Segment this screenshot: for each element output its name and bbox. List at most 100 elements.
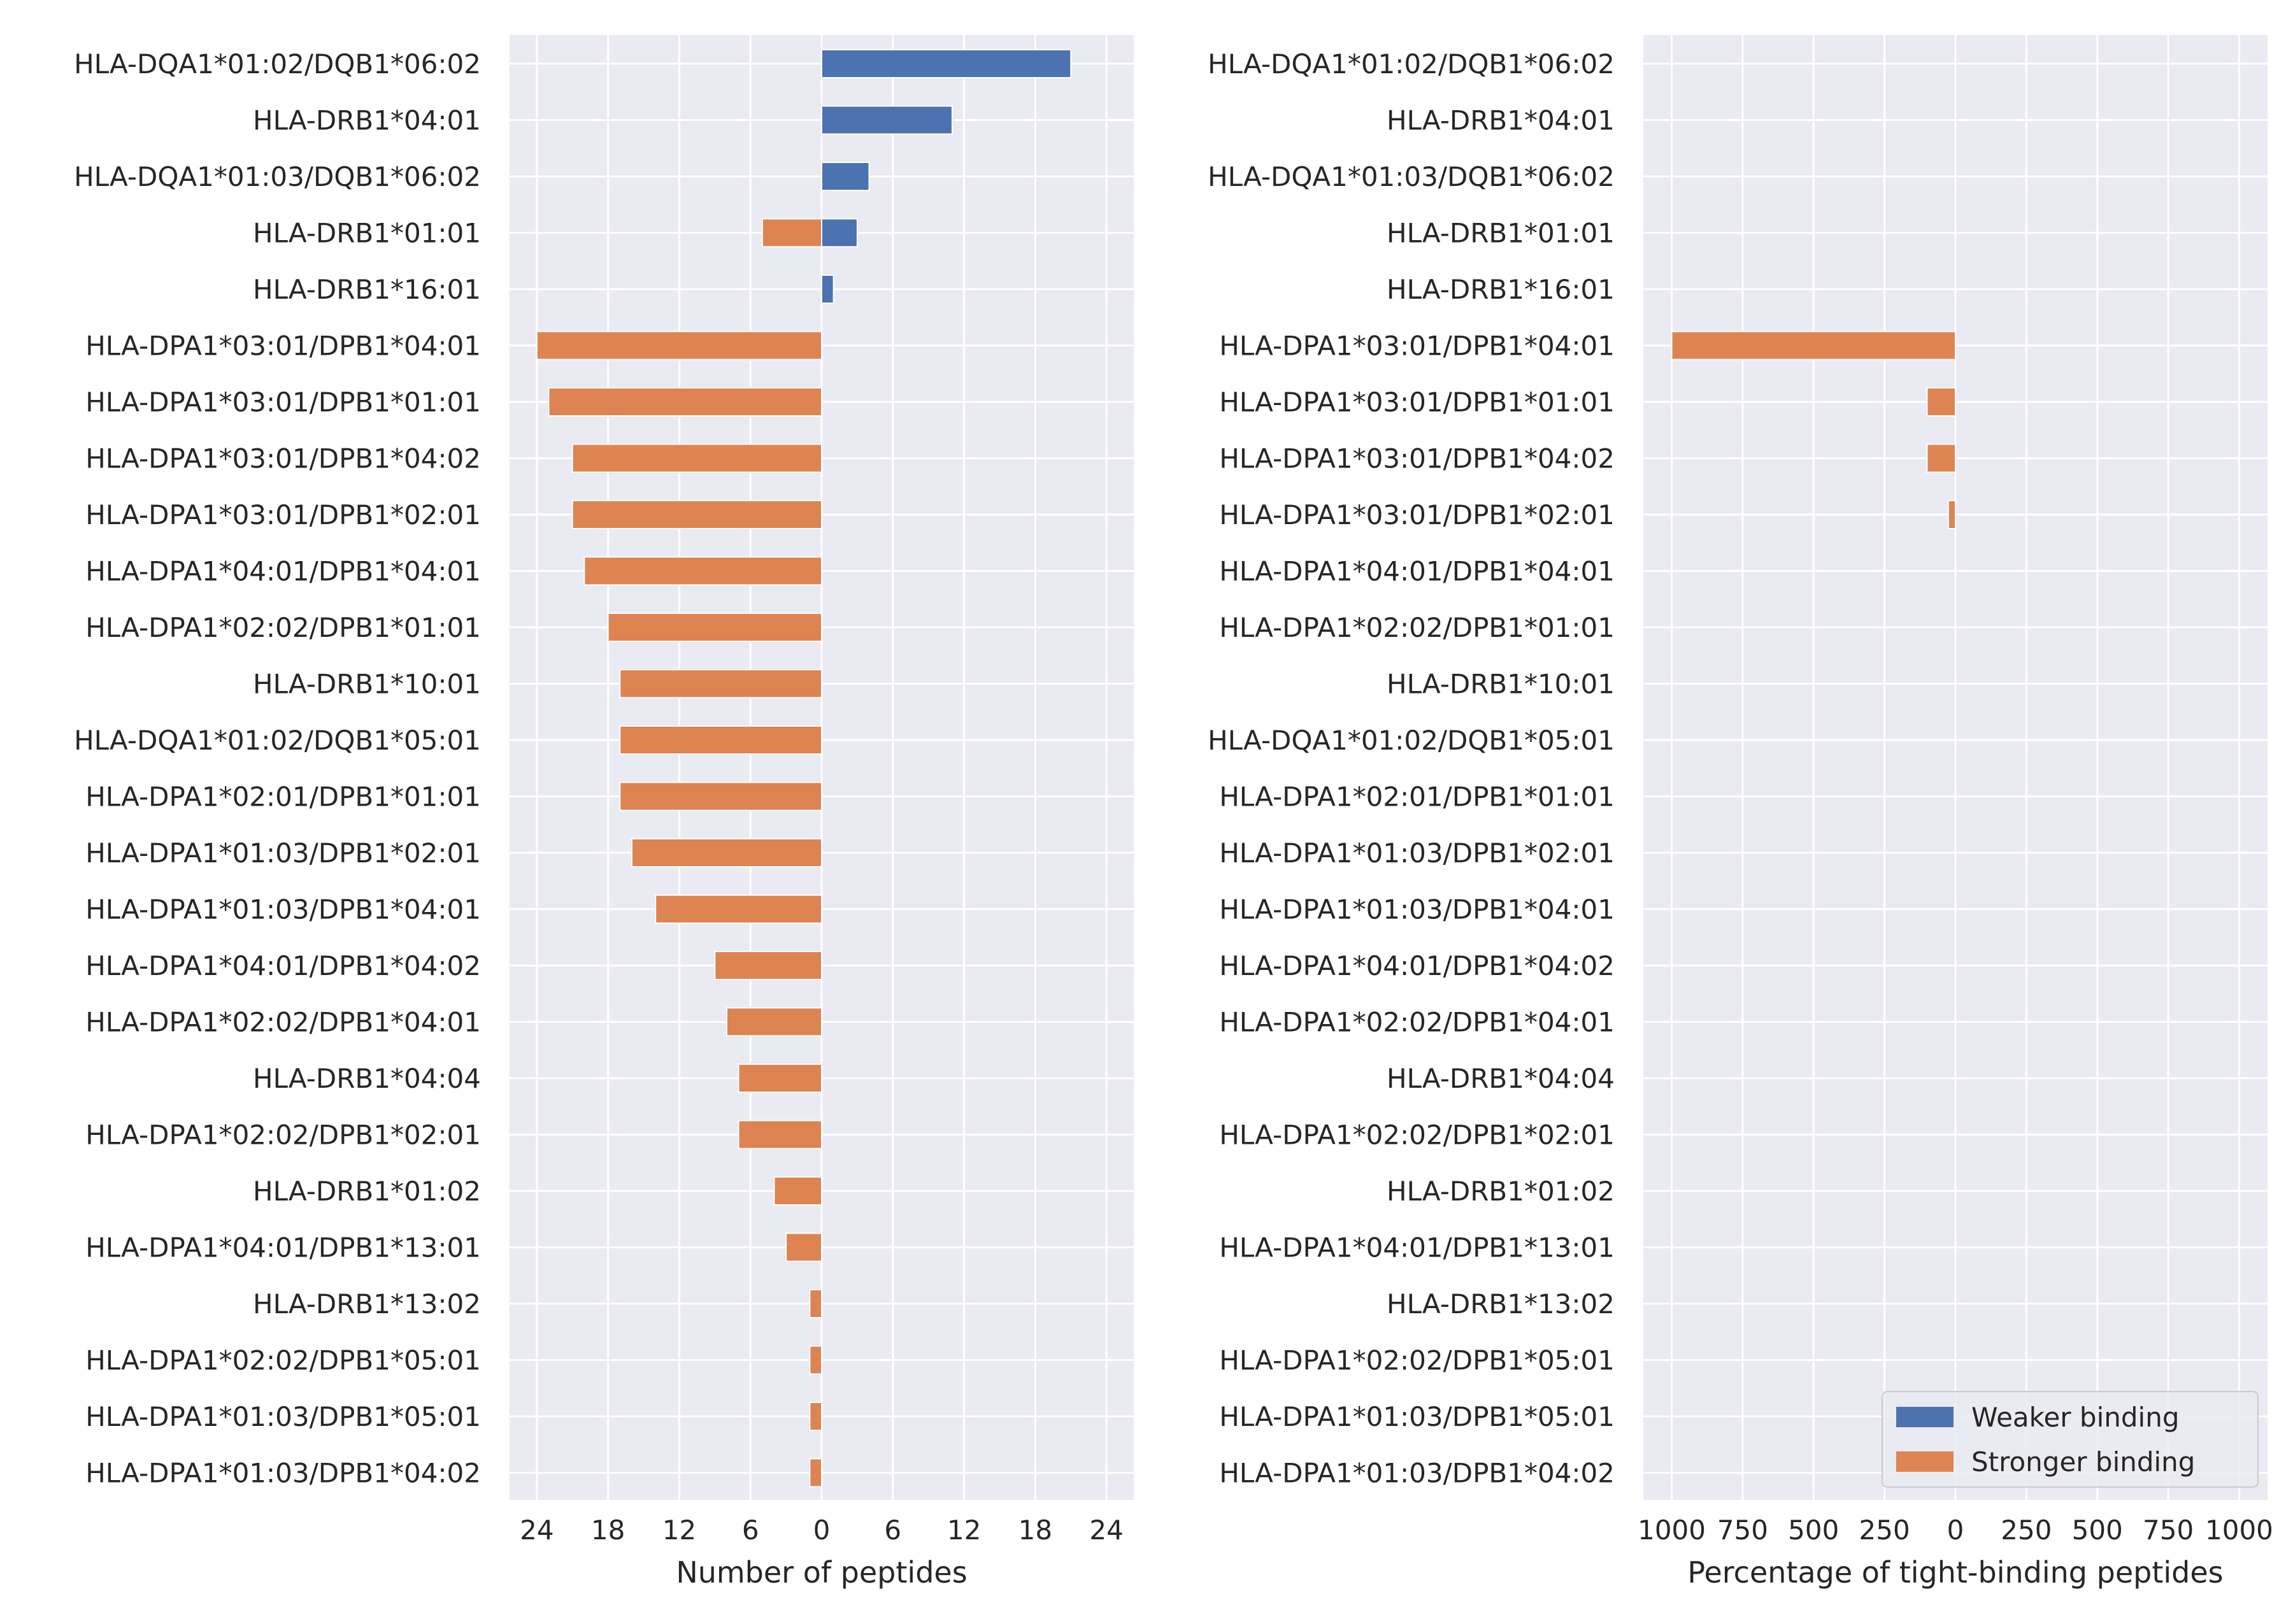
y-tick-label: HLA-DPA1*02:02/DPB1*02:01 — [1219, 1120, 1615, 1151]
x-axis-title: Number of peptides — [676, 1555, 967, 1590]
y-tick-label: HLA-DRB1*16:01 — [253, 274, 481, 305]
y-tick-label: HLA-DPA1*01:03/DPB1*04:02 — [1219, 1458, 1615, 1489]
bar-stronger-binding — [785, 1232, 822, 1262]
y-tick-label: HLA-DQA1*01:02/DQB1*06:02 — [1208, 48, 1615, 80]
bar-stronger-binding — [809, 1289, 822, 1318]
y-tick-label: HLA-DPA1*02:01/DPB1*01:01 — [1219, 781, 1615, 813]
x-tick-label: 6 — [884, 1514, 901, 1546]
bar-stronger-binding — [655, 894, 822, 924]
y-tick-label: HLA-DPA1*02:02/DPB1*05:01 — [1219, 1345, 1615, 1376]
y-tick-label: HLA-DPA1*03:01/DPB1*02:01 — [1219, 499, 1615, 531]
y-tick-label: HLA-DPA1*04:01/DPB1*13:01 — [85, 1232, 481, 1264]
y-tick-label: HLA-DPA1*01:03/DPB1*04:01 — [85, 894, 481, 925]
y-tick-label: HLA-DRB1*10:01 — [253, 669, 481, 700]
bar-stronger-binding — [571, 500, 822, 529]
chart-panel-1: 24 18 12 6 0 6 12 18 24 HLA-DQA1*01:02/DQB1*06:02… — [74, 35, 1134, 1590]
y-tick-label: HLA-DQA1*01:02/DQB1*06:02 — [74, 48, 481, 80]
x-tick-label: 250 — [2001, 1514, 2052, 1546]
y-tick-label: HLA-DRB1*04:04 — [253, 1063, 481, 1094]
y-tick-label: HLA-DPA1*03:01/DPB1*04:01 — [1219, 331, 1615, 362]
x-tick-label: 18 — [1018, 1514, 1052, 1546]
bar-stronger-binding — [548, 387, 823, 417]
y-tick-label: HLA-DPA1*01:03/DPB1*04:01 — [1219, 894, 1615, 925]
legend-label: Weaker binding — [1971, 1402, 2179, 1433]
x-tick-label: 500 — [1788, 1514, 1839, 1546]
y-tick-label: HLA-DPA1*03:01/DPB1*02:01 — [85, 499, 481, 531]
legend-label: Stronger binding — [1971, 1446, 2195, 1478]
y-tick-label: HLA-DRB1*04:01 — [253, 105, 481, 136]
y-tick-label: HLA-DPA1*03:01/DPB1*01:01 — [1219, 387, 1615, 418]
x-tick-label: 750 — [2143, 1514, 2194, 1546]
bar-stronger-binding — [607, 613, 822, 642]
y-tick-label: HLA-DPA1*02:02/DPB1*02:01 — [85, 1120, 481, 1151]
y-tick-label: HLA-DPA1*01:03/DPB1*02:01 — [1219, 837, 1615, 869]
x-tick-label: 24 — [520, 1514, 554, 1546]
y-tick-label: HLA-DPA1*02:02/DPB1*04:01 — [1219, 1007, 1615, 1038]
bar-stronger-binding — [1947, 500, 1956, 529]
y-tick-label: HLA-DQA1*01:03/DQB1*06:02 — [1208, 161, 1615, 192]
bar-stronger-binding — [738, 1120, 823, 1150]
legend: Weaker binding Stronger binding — [1882, 1391, 2259, 1488]
x-tick-label: 0 — [1947, 1514, 1964, 1546]
bar-stronger-binding — [1671, 331, 1956, 360]
x-tick-label: 250 — [1859, 1514, 1910, 1546]
y-tick-label: HLA-DPA1*02:01/DPB1*01:01 — [85, 781, 481, 813]
y-tick-label: HLA-DPA1*03:01/DPB1*04:01 — [85, 331, 481, 362]
y-tick-label: HLA-DRB1*01:02 — [253, 1176, 481, 1207]
bar-stronger-binding — [619, 781, 822, 811]
y-tick-label: HLA-DPA1*02:02/DPB1*04:01 — [85, 1007, 481, 1038]
bar-stronger-binding — [583, 556, 822, 586]
chart-panel-2: 1000 750 500 250 0 250 500 750 1000 HLA-DQA1*01:0… — [1208, 35, 2273, 1590]
bar-stronger-binding — [809, 1458, 822, 1488]
y-tick-label: HLA-DRB1*13:02 — [253, 1288, 481, 1320]
bar-stronger-binding — [714, 951, 822, 980]
y-tick-label: HLA-DRB1*01:01 — [253, 218, 481, 249]
y-tick-label: HLA-DRB1*01:01 — [1387, 218, 1615, 249]
x-tick-label: 1000 — [1638, 1514, 1706, 1546]
bar-weaker-binding — [821, 49, 1072, 78]
legend-swatch — [1896, 1451, 1954, 1472]
y-tick-label: HLA-DRB1*04:01 — [1387, 105, 1615, 136]
y-tick-label: HLA-DRB1*10:01 — [1387, 669, 1615, 700]
y-tick-label: HLA-DPA1*01:03/DPB1*05:01 — [1219, 1401, 1615, 1432]
y-tick-label: HLA-DRB1*16:01 — [1387, 274, 1615, 305]
bar-weaker-binding — [821, 162, 870, 191]
x-tick-label: 6 — [742, 1514, 759, 1546]
y-tick-label: HLA-DPA1*01:03/DPB1*02:01 — [85, 837, 481, 869]
x-tick-label: 750 — [1717, 1514, 1768, 1546]
bar-stronger-binding — [761, 218, 823, 248]
y-tick-label: HLA-DRB1*13:02 — [1387, 1288, 1615, 1320]
y-tick-label: HLA-DPA1*02:02/DPB1*01:01 — [1219, 612, 1615, 643]
bar-stronger-binding — [1926, 387, 1957, 417]
y-tick-label: HLA-DPA1*02:02/DPB1*05:01 — [85, 1345, 481, 1376]
x-tick-label: 500 — [2072, 1514, 2123, 1546]
bar-stronger-binding — [809, 1402, 822, 1431]
bar-stronger-binding — [619, 669, 822, 699]
y-tick-label: HLA-DRB1*01:02 — [1387, 1176, 1615, 1207]
y-tick-label: HLA-DPA1*03:01/DPB1*01:01 — [85, 387, 481, 418]
x-tick-label: 24 — [1089, 1514, 1123, 1546]
y-tick-label: HLA-DPA1*03:01/DPB1*04:02 — [85, 443, 481, 474]
y-tick-label: HLA-DQA1*01:02/DQB1*05:01 — [1208, 725, 1615, 756]
y-tick-label: HLA-DPA1*04:01/DPB1*04:02 — [1219, 950, 1615, 981]
x-tick-label: 12 — [947, 1514, 981, 1546]
y-tick-label: HLA-DPA1*03:01/DPB1*04:02 — [1219, 443, 1615, 474]
y-tick-label: HLA-DPA1*04:01/DPB1*04:01 — [85, 556, 481, 587]
x-tick-label: 1000 — [2205, 1514, 2273, 1546]
bar-stronger-binding — [738, 1064, 823, 1093]
y-tick-label: HLA-DPA1*04:01/DPB1*13:01 — [1219, 1232, 1615, 1264]
y-tick-label: HLA-DPA1*04:01/DPB1*04:01 — [1219, 556, 1615, 587]
y-tick-label: HLA-DPA1*01:03/DPB1*04:02 — [85, 1458, 481, 1489]
y-tick-label: HLA-DQA1*01:02/DQB1*05:01 — [74, 725, 481, 756]
y-tick-label: HLA-DRB1*04:04 — [1387, 1063, 1615, 1094]
legend-swatch — [1896, 1407, 1954, 1427]
bar-stronger-binding — [773, 1176, 823, 1206]
bar-stronger-binding — [619, 725, 822, 755]
bar-stronger-binding — [725, 1007, 822, 1037]
x-tick-label: 12 — [662, 1514, 696, 1546]
bar-stronger-binding — [1926, 443, 1957, 473]
bar-stronger-binding — [571, 443, 822, 473]
bar-weaker-binding — [821, 274, 834, 304]
bar-weaker-binding — [821, 105, 953, 135]
